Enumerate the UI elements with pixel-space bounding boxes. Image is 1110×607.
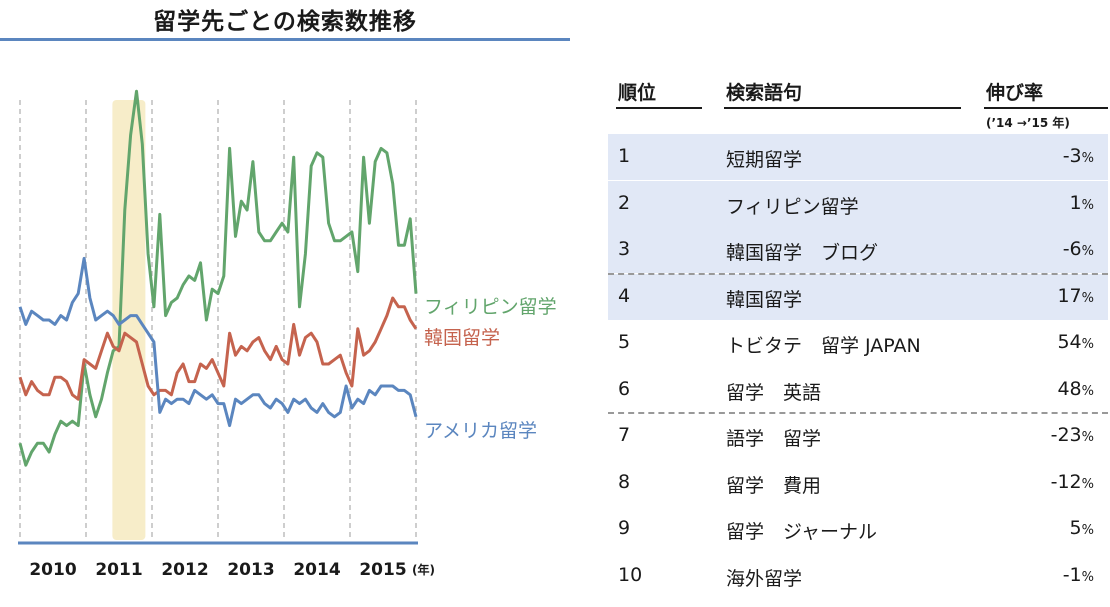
table-row: 10 海外留学 -1% [608,553,1108,599]
table-row: 3 韓国留学 ブログ -6% [608,227,1108,273]
table-row: 9 留学 ジャーナル 5% [608,506,1108,552]
table-row: 8 留学 費用 -12% [608,460,1108,506]
table-row: 6 留学 英語 48% [608,367,1108,413]
row-term: 留学 英語 [726,381,822,404]
row-rank: 6 [618,377,631,400]
highlight-band [112,100,146,540]
row-growth: -6% [1063,238,1094,260]
title-underline [0,38,570,41]
row-growth: -23% [1051,424,1094,446]
growth-value: 5 [1069,517,1082,539]
row-rank: 4 [618,284,631,307]
growth-value: -6 [1062,238,1082,260]
row-growth: 54% [1057,331,1094,353]
x-axis-unit: (年) [412,562,435,577]
row-rank: 7 [618,424,631,446]
header-term-rule [724,107,961,109]
table-row: 7 語学 留学 -23% [608,413,1108,459]
growth-value: -1 [1062,563,1082,586]
growth-unit: % [1081,430,1094,445]
x-tick-label: 2013 [227,560,274,580]
growth-unit: % [1081,290,1094,306]
row-growth: -12% [1051,471,1094,493]
header-growth-note: (’14 →’15 年) [986,116,1070,130]
growth-value: -12 [1050,470,1082,493]
row-growth: -3% [1063,145,1094,167]
growth-value: -23 [1050,424,1082,446]
row-term: 留学 ジャーナル [726,521,878,543]
row-rank: 9 [618,517,631,539]
x-tick-label: 2012 [161,560,208,580]
row-rank: 10 [618,563,643,586]
header-growth: 伸び率 [986,82,1044,104]
row-term: 留学 費用 [726,474,822,497]
row-term: 短期留学 [726,149,803,171]
row-term: フィリピン留学 [726,195,859,218]
growth-unit: % [1081,383,1094,399]
growth-unit: % [1081,476,1094,492]
row-term: 韓国留学 ブログ [726,242,879,264]
row-term: 海外留学 [726,567,803,590]
line-chart: 2010 2011 2012 2013 2014 2015 (年) フィリピン留学韓国留学ア… [18,89,557,580]
table-row: 2 フィリピン留学 1% [608,180,1108,227]
row-rank: 3 [618,238,631,260]
row-separator [608,272,1108,275]
row-rank: 5 [618,331,631,353]
table-row: 4 韓国留学 17% [608,273,1108,320]
x-tick-label: 2014 [293,560,340,580]
header-growth-rule [984,107,1108,109]
growth-unit: % [1081,151,1094,166]
row-term: トビタテ 留学 JAPAN [726,335,921,357]
header-term: 検索語句 [726,82,803,104]
table-row: 5 トビタテ 留学 JAPAN 54% [608,320,1108,366]
row-term: 語学 留学 [726,428,822,450]
table-row: 1 短期留学 -3% [608,134,1108,180]
growth-value: 1 [1069,191,1082,214]
header-rank-rule [616,107,702,109]
growth-value: 54 [1057,331,1082,353]
row-rank: 8 [618,470,631,493]
row-growth: 1% [1070,192,1094,214]
chart-title: 留学先ごとの検索数推移 [153,9,417,35]
row-separator [608,412,1108,414]
header-rank: 順位 [618,82,657,104]
x-tick-label: 2010 [29,560,76,580]
series-label-philippines: フィリピン留学 [424,296,557,318]
row-term: 韓国留学 [726,288,803,311]
series-label-korea: 韓国留学 [424,327,500,349]
series-line-korea [18,296,418,401]
series-line-usa [18,256,418,428]
row-growth: -1% [1063,564,1094,586]
growth-unit: % [1081,569,1094,585]
growth-unit: % [1081,523,1094,538]
growth-value: 48 [1057,377,1082,400]
row-growth: 5% [1070,517,1094,539]
growth-unit: % [1081,197,1094,213]
series-line-philippines [18,89,418,467]
growth-value: -3 [1062,145,1082,167]
growth-unit: % [1081,244,1094,259]
row-growth: 48% [1057,378,1094,400]
growth-value: 17 [1057,284,1082,307]
growth-unit: % [1081,337,1094,352]
row-rank: 2 [618,191,631,214]
x-tick-label: 2015 [359,560,406,580]
series-label-usa: アメリカ留学 [424,420,537,442]
row-growth: 17% [1057,285,1094,307]
x-tick-label: 2011 [95,560,142,580]
row-rank: 1 [618,145,631,167]
